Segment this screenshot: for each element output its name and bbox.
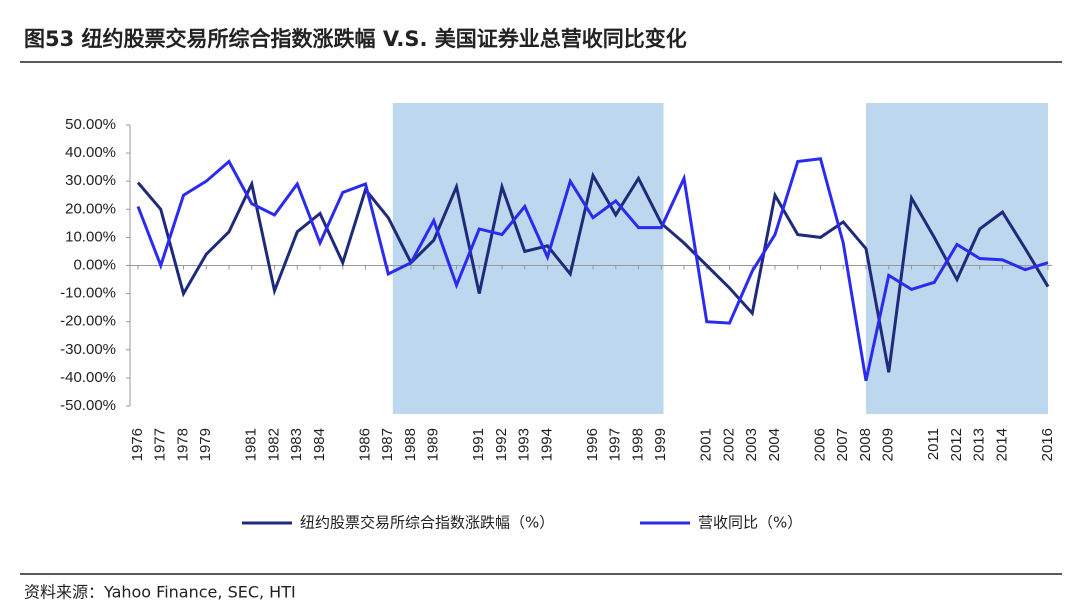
x-tick-label: 2001: [698, 428, 715, 461]
y-tick-label: 20.00%: [65, 200, 116, 217]
x-tick-label: 1988: [402, 428, 419, 461]
y-tick-label: -50.00%: [60, 397, 116, 414]
source: 资料来源：Yahoo Finance, SEC, HTI: [24, 583, 296, 602]
series-line: [136, 171, 1050, 373]
x-tick-label: 2006: [811, 428, 828, 461]
y-tick-label: 10.00%: [65, 228, 116, 245]
y-tick-label: -20.00%: [60, 313, 116, 330]
chart-title: 图53 纽约股票交易所综合指数涨跌幅 V.S. 美国证券业总营收同比变化: [24, 27, 687, 51]
shaded-band: [392, 103, 664, 414]
x-tick-label: 2004: [766, 428, 783, 461]
x-tick-label: 2008: [857, 428, 874, 461]
x-tick-label: 1989: [425, 428, 442, 461]
x-tick-label: 1986: [356, 428, 373, 461]
x-tick-label: 1991: [470, 428, 487, 461]
x-tick-label: 1979: [197, 428, 214, 461]
y-tick-label: 0.00%: [73, 256, 116, 273]
x-tick-label: 1987: [379, 428, 396, 461]
legend-label: 营收同比（%）: [698, 514, 802, 532]
x-tick-label: 2011: [925, 428, 942, 460]
x-tick-label: 1999: [652, 428, 669, 461]
legend-label: 纽约股票交易所综合指数涨跌幅（%）: [300, 514, 554, 532]
x-tick-label: 1997: [607, 428, 624, 461]
x-tick-label: 1998: [629, 428, 646, 461]
x-tick-label: 1984: [311, 428, 328, 461]
x-tick-label: 2009: [880, 428, 897, 461]
y-tick-label: -30.00%: [60, 341, 116, 358]
x-tick-label: 1982: [265, 428, 282, 461]
y-tick-label: 40.00%: [65, 144, 116, 161]
x-tick-label: 2014: [993, 428, 1010, 461]
x-tick-label: 1983: [288, 428, 305, 461]
x-tick-label: 2013: [971, 428, 988, 461]
x-tick-label: 2007: [834, 428, 851, 461]
x-tick-label: 1993: [516, 428, 533, 461]
x-tick-label: 1977: [152, 428, 169, 461]
y-tick-label: 50.00%: [65, 116, 116, 133]
x-tick-label: 2016: [1039, 428, 1056, 461]
x-tick-label: 1981: [243, 428, 260, 461]
x-tick-label: 1994: [538, 428, 555, 461]
shaded-band: [866, 103, 1048, 414]
x-tick-label: 1992: [493, 428, 510, 461]
x-tick-label: 1996: [584, 428, 601, 461]
y-tick-label: -40.00%: [60, 369, 116, 386]
series-line: [136, 157, 1049, 382]
y-tick-label: 30.00%: [65, 172, 116, 189]
x-tick-label: 2012: [948, 428, 965, 461]
x-tick-label: 2002: [720, 428, 737, 461]
x-tick-label: 1978: [174, 428, 191, 461]
y-tick-label: -10.00%: [60, 285, 116, 302]
x-tick-label: 1976: [129, 428, 146, 461]
x-tick-label: 2003: [743, 428, 760, 461]
